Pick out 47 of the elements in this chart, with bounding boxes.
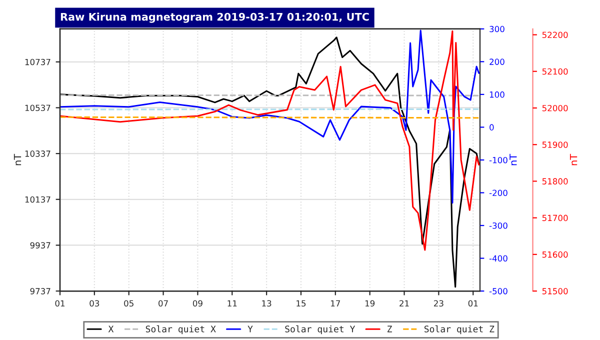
y3-tick-label: 51500 — [542, 288, 568, 294]
y2-tick-label: 300 — [490, 26, 504, 32]
y3-tick-label: 51800 — [542, 178, 568, 184]
y3-tick-label: 51700 — [542, 214, 568, 222]
y-tick-label: 10737 — [25, 58, 50, 66]
x-tick-label: 07 — [158, 300, 168, 307]
y2-tick-label: -300 — [489, 222, 508, 229]
legend-label: Solar quiet X — [146, 325, 216, 334]
y-tick-label: 10337 — [25, 150, 50, 157]
y-tick-label: 10137 — [25, 196, 50, 203]
x-tick-label: 05 — [124, 300, 134, 307]
legend-label: Z — [388, 326, 392, 332]
x-tick-label: 03 — [90, 300, 100, 307]
y2-tick-label: -100 — [489, 156, 508, 164]
x-tick-label: 01 — [468, 300, 478, 307]
x-tick-label: 21 — [400, 300, 409, 306]
legend-label: X — [108, 326, 114, 332]
legend-label: Solar quiet Y — [285, 325, 356, 334]
y-tick-label: 9737 — [30, 288, 50, 294]
y2-tick-label: 100 — [490, 91, 504, 98]
y3-tick-label: 52200 — [542, 32, 568, 38]
legend-label: Y — [248, 326, 253, 332]
y3-tick-label: 52100 — [542, 68, 568, 75]
y2-tick-label: -400 — [489, 255, 508, 262]
y3-tick-label: 51600 — [542, 251, 568, 258]
line-series — [60, 36, 480, 288]
x-tick-label: 13 — [262, 300, 272, 307]
x-tick-label: 01 — [55, 300, 65, 307]
x-tick-label: 17 — [331, 300, 340, 306]
y-tick-label: 9937 — [30, 242, 50, 248]
y-axis-title: nT — [14, 154, 22, 166]
y3-axis-title: nT — [570, 154, 578, 166]
y2-tick-label: 0 — [490, 124, 494, 130]
y2-tick-label: -500 — [489, 288, 508, 294]
y3-tick-label: 51900 — [542, 142, 568, 148]
legend-label: Solar quiet Z — [424, 325, 494, 334]
chart-title: Raw Kiruna magnetogram 2019-03-17 01:20:01, UTC — [60, 12, 369, 23]
y-tick-label: 10537 — [25, 104, 50, 112]
y2-tick-label: -200 — [489, 190, 508, 196]
x-tick-label: 09 — [192, 300, 202, 307]
y3-tick-label: 52000 — [542, 104, 568, 112]
x-tick-label: 23 — [434, 300, 444, 307]
x-tick-label: 19 — [365, 300, 375, 307]
y2-axis-title: nT — [510, 154, 517, 166]
y2-tick-label: 200 — [490, 58, 504, 65]
x-tick-label: 15 — [296, 300, 306, 307]
x-tick-label: 11 — [228, 300, 237, 306]
